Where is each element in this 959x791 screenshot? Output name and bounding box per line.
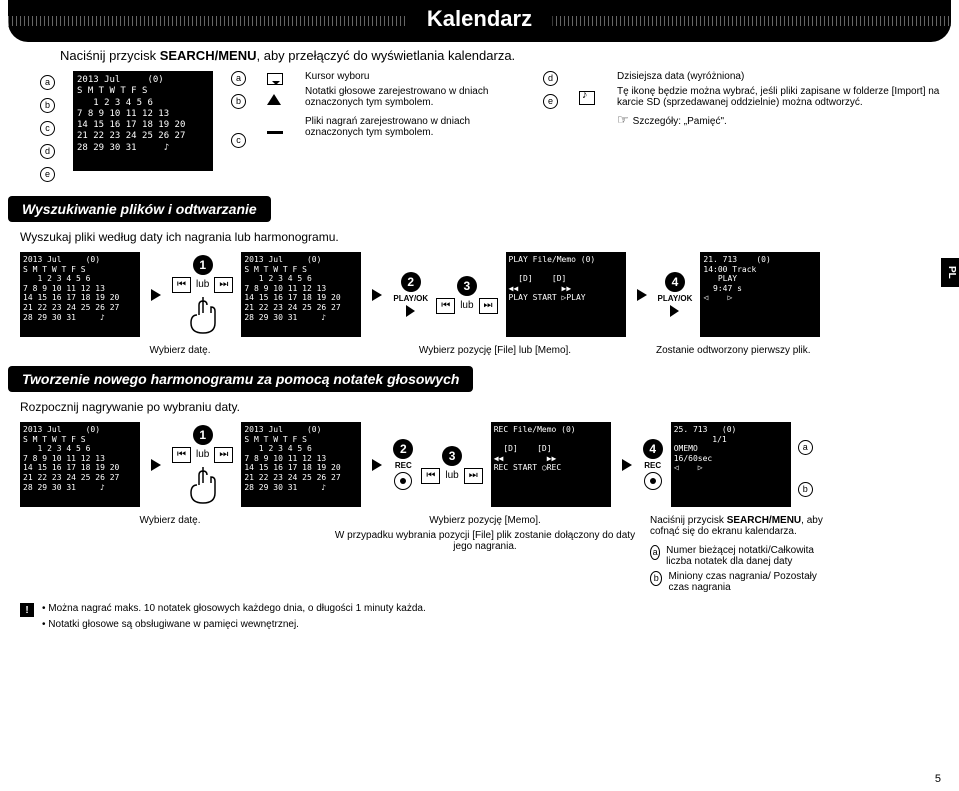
label-a-pointer: a: [798, 440, 813, 455]
play-button[interactable]: [406, 305, 415, 317]
step3-menu-thumb: PLAY File/Memo (0) [D] [D] ◀◀ ▶▶ PLAY ST…: [506, 252, 626, 337]
arrow-icon: [151, 459, 161, 471]
step1-calendar-thumb: 2013 Jul (0) S M T W T F S 1 2 3 4 5 6 7…: [20, 252, 140, 337]
step2-controls: 2 REC: [393, 439, 413, 490]
title-bar: Kalendarz: [8, 0, 951, 42]
legend-ids-left: a b c: [231, 71, 249, 182]
legend-texts-left: Kursor wyboru Notatki głosowe zarejestro…: [305, 71, 525, 182]
prev-button[interactable]: ⏮: [172, 447, 191, 463]
intro-text: Naciśnij przycisk SEARCH/MENU, aby przeł…: [60, 48, 899, 63]
label-d: d: [40, 144, 55, 159]
step2-calendar-thumb: 2013 Jul (0) S M T W T F S 1 2 3 4 5 6 7…: [241, 252, 361, 337]
create-captions: Wybierz datę. Wybierz pozycję [Memo]. W …: [20, 515, 939, 593]
step2-calendar-thumb: 2013 Jul (0) S M T W T F S 1 2 3 4 5 6 7…: [241, 422, 361, 507]
step1-calendar-thumb: 2013 Jul (0) S M T W T F S 1 2 3 4 5 6 7…: [20, 422, 140, 507]
step3-controls: 3 ⏮ lub ⏭: [421, 446, 482, 484]
search-captions: Wybierz datę. Wybierz pozycję [File] lub…: [20, 345, 939, 356]
label-a: a: [40, 75, 55, 90]
arrow-icon: [622, 459, 632, 471]
label-b: b: [40, 98, 55, 113]
step4-play-thumb: 21. 713 (0) 14:00 Track PLAY 9:47 s ◁ ▷: [700, 252, 820, 337]
step1-controls: 1 ⏮ lub ⏭: [172, 425, 233, 505]
pointer-icon: ☞: [617, 112, 629, 127]
label-c: c: [40, 121, 55, 136]
step3-menu-thumb: REC File/Memo (0) [D] [D] ◀◀ ▶▶ REC STAR…: [491, 422, 611, 507]
import-icon: [579, 91, 595, 105]
language-tab: PL: [941, 258, 959, 287]
legend-ids-right: d e: [543, 71, 561, 182]
arrow-icon: [151, 289, 161, 301]
legend-symbols-left: [267, 71, 287, 182]
prev-button[interactable]: ⏮: [436, 298, 455, 314]
letter-labels-left: a b c d e: [40, 75, 55, 182]
triangle-icon: [267, 87, 281, 105]
label-b-pointer: b: [798, 482, 813, 497]
prev-button[interactable]: ⏮: [421, 468, 440, 484]
step1-controls: 1 ⏮ lub ⏭: [172, 255, 233, 335]
next-button[interactable]: ⏭: [214, 277, 233, 293]
step3-controls: 3 ⏮ lub ⏭: [436, 276, 497, 314]
arrow-icon: [637, 289, 647, 301]
step4-memo-thumb: 25. 713 (0) 1/1 OMEMO 16/60sec ◁ ▷: [671, 422, 791, 507]
next-button[interactable]: ⏭: [479, 298, 498, 314]
arrow-icon: [372, 289, 382, 301]
footnotes: !• Można nagrać maks. 10 notatek głosowy…: [20, 603, 939, 630]
hand-icon: [187, 295, 219, 335]
section-search-title: Wyszukiwanie plików i odtwarzanie: [8, 196, 271, 222]
search-steps: 2013 Jul (0) S M T W T F S 1 2 3 4 5 6 7…: [20, 252, 939, 337]
play-button[interactable]: [670, 305, 679, 317]
next-button[interactable]: ⏭: [464, 468, 483, 484]
prev-button[interactable]: ⏮: [172, 277, 191, 293]
warning-icon: !: [20, 603, 34, 617]
page-number: 5: [935, 773, 941, 785]
rec-button[interactable]: [394, 472, 412, 490]
cursor-icon: [267, 73, 283, 85]
page-title: Kalendarz: [407, 0, 552, 38]
label-e: e: [40, 167, 55, 182]
calendar-screenshot: 2013 Jul (0) S M T W T F S 1 2 3 4 5 6 7…: [73, 71, 213, 171]
hand-icon: [187, 465, 219, 505]
create-steps: 2013 Jul (0) S M T W T F S 1 2 3 4 5 6 7…: [20, 422, 939, 507]
section-create-subtitle: Rozpocznij nagrywanie po wybraniu daty.: [20, 400, 939, 414]
section-create-title: Tworzenie nowego harmonogramu za pomocą …: [8, 366, 473, 392]
arrow-icon: [372, 459, 382, 471]
next-button[interactable]: ⏭: [214, 447, 233, 463]
step4-controls: 4 REC: [643, 439, 663, 490]
section-search-subtitle: Wyszukaj pliki według daty ich nagrania …: [20, 230, 939, 244]
step2-controls: 2 PLAY/OK: [393, 272, 428, 317]
underline-icon: [267, 131, 283, 134]
rec-button[interactable]: [644, 472, 662, 490]
legend-texts-right: Dzisiejsza data (wyróżniona) Tę ikonę bę…: [617, 71, 951, 182]
legend-symbols-right: [579, 71, 599, 182]
legend-row: a b c d e 2013 Jul (0) S M T W T F S 1 2…: [40, 71, 951, 182]
step4-controls: 4 PLAY/OK: [658, 272, 693, 317]
